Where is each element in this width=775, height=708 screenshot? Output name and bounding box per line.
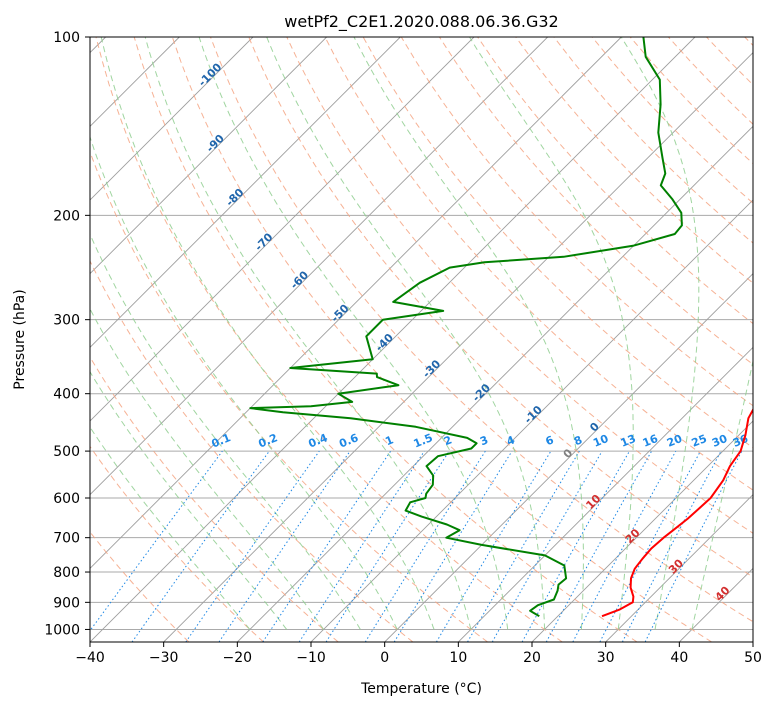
- isotherm-line: [605, 494, 753, 642]
- mixing-ratio-line: [90, 450, 223, 632]
- mixing-ratio-line: [572, 450, 677, 642]
- isotherm-line: [90, 37, 327, 275]
- y-tick-label: 200: [53, 208, 80, 224]
- mixing-ratio-line: [325, 450, 450, 642]
- mixing-ratio-label: 3: [478, 433, 490, 448]
- dry-adiabat-line: [286, 37, 753, 534]
- moist-adiabat-line: [620, 37, 700, 630]
- mixing-ratio-line: [131, 450, 270, 642]
- x-tick-label: 50: [744, 650, 762, 666]
- x-tick-label: 0: [380, 650, 389, 666]
- dewpoint-profile-line: [249, 37, 683, 618]
- mixing-ratio-label: 30: [710, 432, 729, 450]
- axis-ticks: −40 −30 −20 −10 0 10 20 30 40 50 100 200 300 400 500 60…: [44, 30, 762, 666]
- moist-adiabat-line: [90, 370, 288, 630]
- x-tick-label: −30: [149, 650, 179, 666]
- moist-adiabat-line: [469, 37, 634, 630]
- mixing-ratio-line: [393, 450, 513, 642]
- x-tick-label: −40: [75, 650, 105, 666]
- moist-adiabat-lines: [90, 37, 753, 630]
- isotherm-line: [90, 37, 254, 201]
- dry-adiabat-line: [210, 37, 753, 623]
- dry-adiabat-line: [324, 37, 753, 491]
- y-axis-label: Pressure (hPa): [12, 289, 28, 389]
- x-tick-label: 20: [523, 650, 541, 666]
- mixing-ratio-line: [218, 450, 351, 642]
- y-tick-label: 500: [53, 444, 80, 460]
- isotherm-line: [237, 125, 753, 642]
- y-tick-label: 400: [53, 387, 80, 403]
- mixing-ratio-label: 13: [619, 432, 638, 450]
- moist-adiabat-line: [144, 37, 472, 630]
- mixing-ratio-line: [521, 450, 630, 642]
- moist-adiabat-line: [266, 37, 546, 630]
- mixing-ratio-line: [545, 450, 653, 642]
- mixing-ratio-label: 25: [690, 432, 709, 450]
- mixing-ratio-lines: [90, 450, 743, 642]
- isotherm-line: [90, 37, 401, 348]
- moist-adiabat-line: [100, 37, 435, 630]
- mixing-ratio-label: 10: [591, 432, 610, 450]
- chart-title: wetPf2_C2E1.2020.088.06.36.G32: [284, 12, 558, 32]
- temperature-profile-line: [601, 407, 753, 618]
- dry-adiabat-line: [90, 259, 414, 642]
- isotherm-line: [90, 37, 475, 422]
- isotherm-line: [90, 37, 696, 642]
- isotherm-line: [90, 37, 548, 496]
- y-tick-label: 300: [53, 313, 80, 329]
- x-tick-label: 40: [670, 650, 688, 666]
- isotherm-lines: [90, 37, 753, 642]
- moist-adiabat-line: [198, 37, 509, 630]
- profile-lines: [249, 37, 753, 618]
- dry-adiabat-line: [95, 37, 563, 642]
- x-tick-label: 30: [597, 650, 615, 666]
- mixing-ratio-line: [644, 450, 743, 642]
- dry-adiabat-line: [90, 356, 339, 642]
- isotherm-line: [163, 52, 753, 642]
- mixing-ratio-label: 8: [572, 433, 584, 448]
- y-tick-label: 900: [53, 595, 80, 611]
- x-axis-label: Temperature (°C): [360, 681, 482, 697]
- isotherm-line: [384, 273, 753, 642]
- mixing-ratio-label: 1: [383, 433, 395, 448]
- mixing-ratio-line: [262, 450, 392, 642]
- mixing-ratio-label: 2: [442, 433, 454, 448]
- isotherm-line: [531, 420, 753, 642]
- mixing-ratio-label: 16: [641, 432, 660, 450]
- moist-adiabat-line: [691, 358, 753, 630]
- dry-adiabat-line: [90, 445, 264, 642]
- moist-adiabat-line: [90, 426, 251, 630]
- moist-adiabat-line: [353, 37, 584, 630]
- dry-adiabat-lines: [90, 37, 753, 642]
- dry-adiabat-line: [248, 37, 753, 578]
- dry-adiabat-line: [515, 37, 753, 284]
- mixing-ratio-line: [185, 450, 320, 642]
- y-tick-label: 1000: [44, 622, 80, 638]
- x-tick-label: −20: [223, 650, 253, 666]
- dry-adiabat-line: [171, 37, 712, 642]
- x-tick-label: −10: [296, 650, 326, 666]
- y-tick-label: 600: [53, 491, 80, 507]
- mixing-ratio-label: 20: [665, 432, 684, 450]
- y-tick-label: 700: [53, 531, 80, 547]
- x-tick-label: 10: [449, 650, 467, 666]
- plot-frame: [89, 36, 754, 643]
- isobar-gridlines: [90, 37, 753, 630]
- isotherm-line: [90, 37, 622, 569]
- y-tick-label: 100: [53, 30, 80, 46]
- y-tick-label: 800: [53, 565, 80, 581]
- isotherm-line: [458, 346, 753, 642]
- moist-adiabat-line: [90, 135, 398, 630]
- moist-adiabat-line: [90, 308, 324, 630]
- mixing-ratio-line: [298, 450, 425, 642]
- moist-adiabat-line: [90, 232, 361, 630]
- dry-adiabat-line: [133, 37, 638, 642]
